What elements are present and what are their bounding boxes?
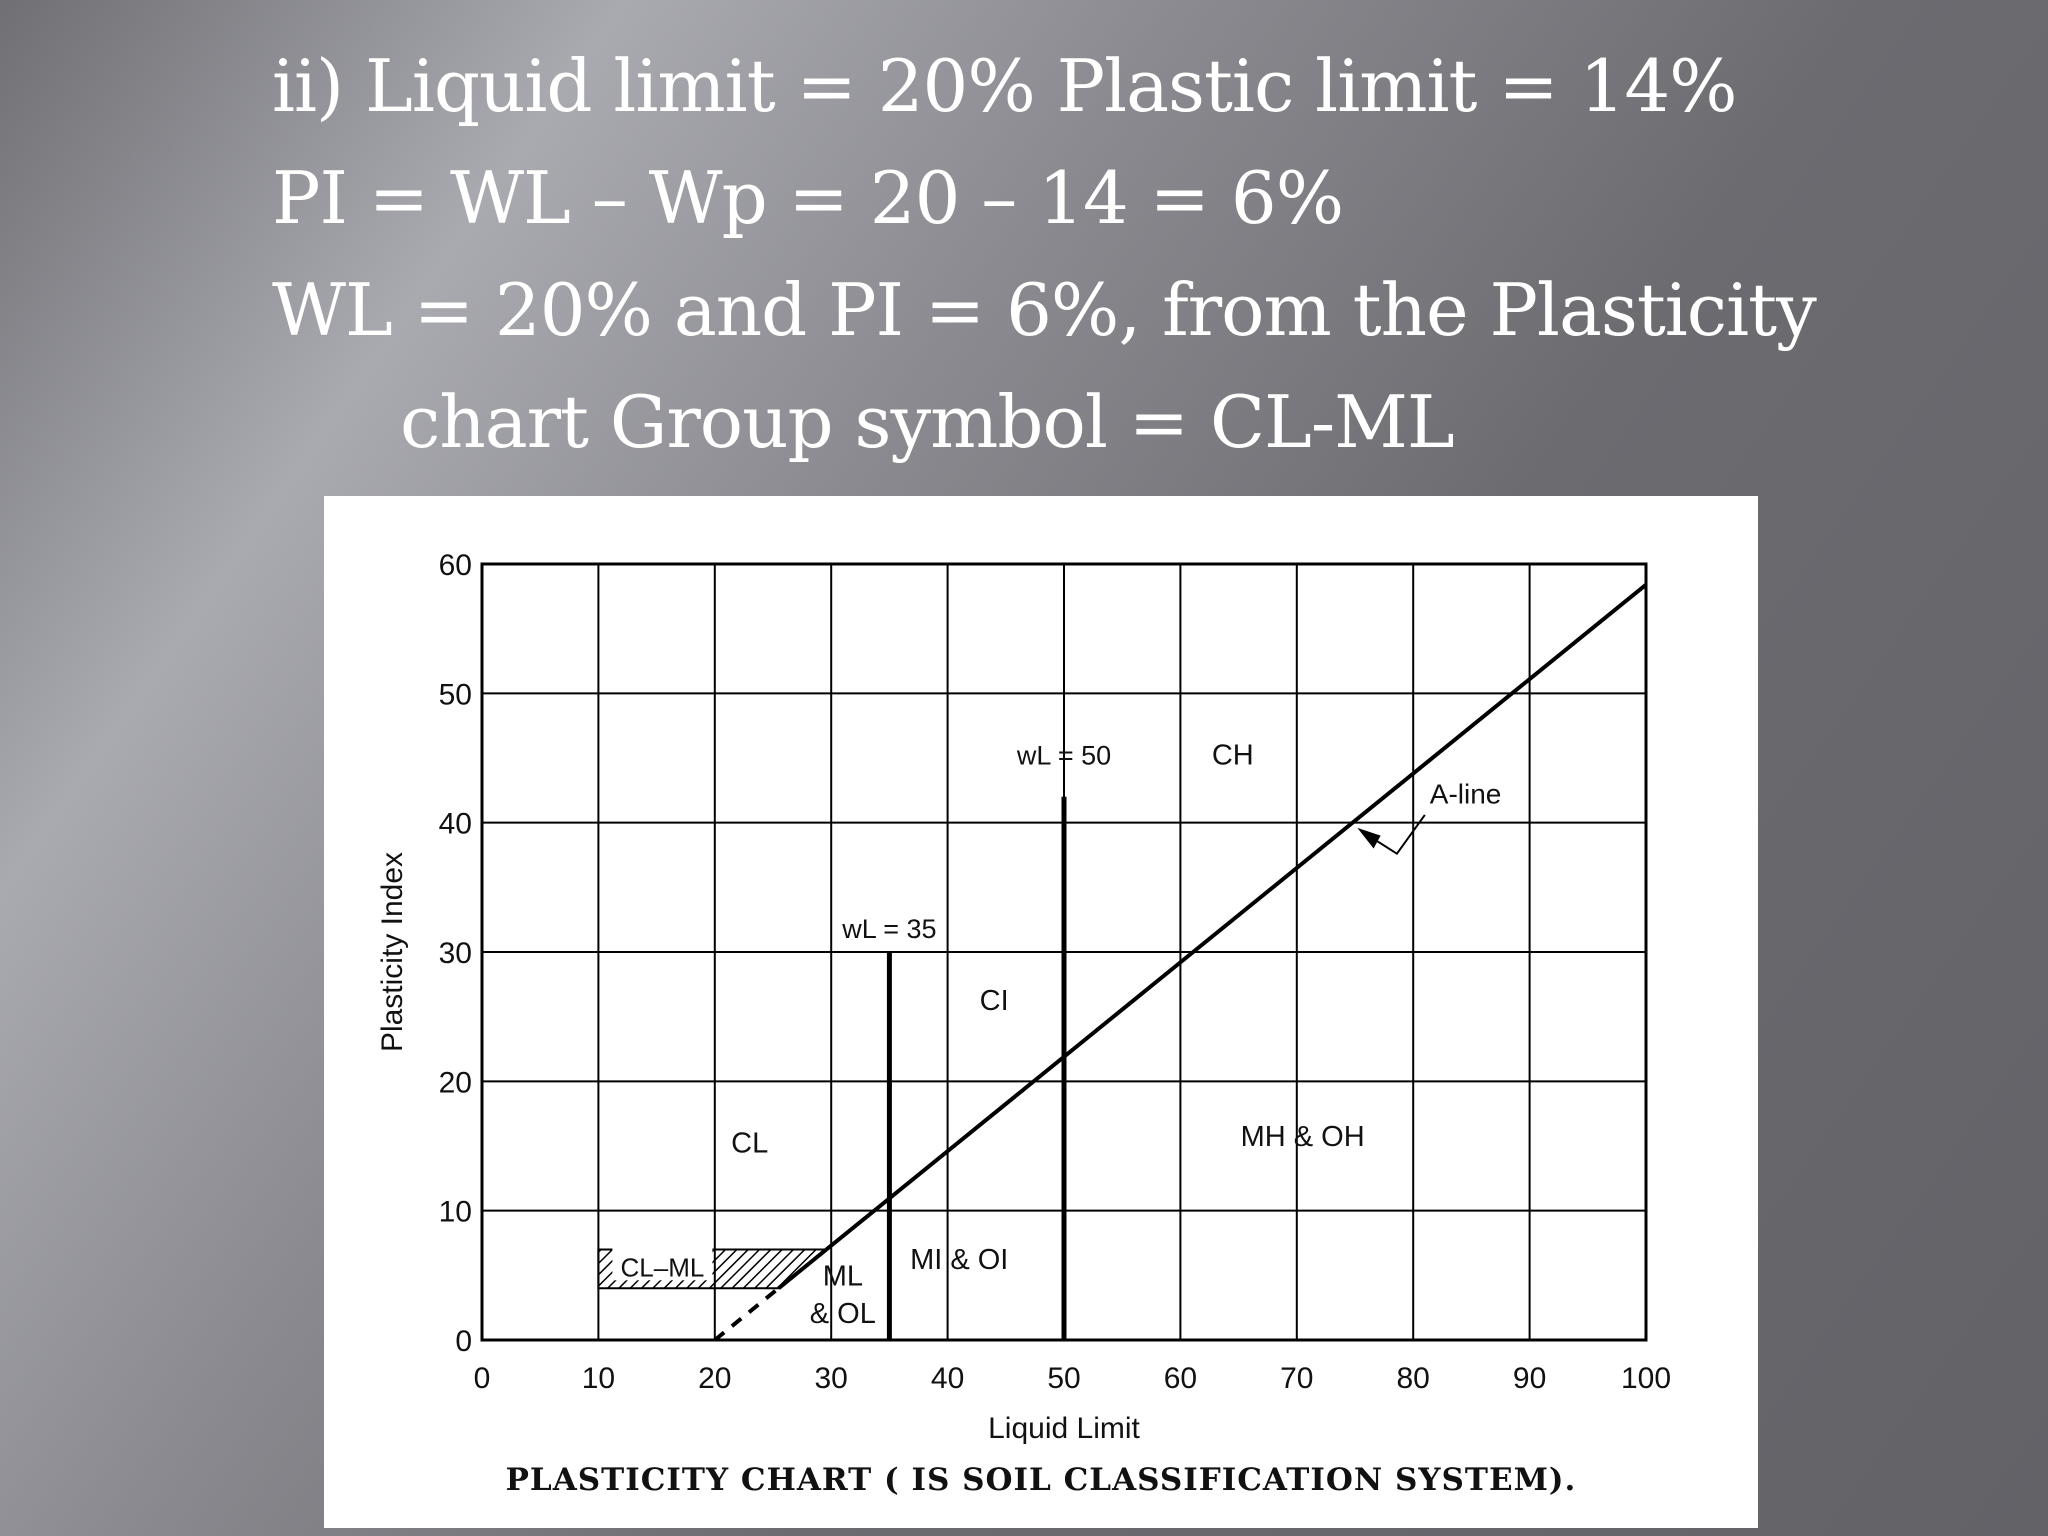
a-line-dashed-segment [713,1286,780,1342]
y-tick-label-50: 50 [439,678,472,711]
boundary-label-wl-50: wL = 50 [1016,740,1111,770]
zone-label-mh-oh: MH & OH [1241,1121,1365,1153]
y-tick-label-40: 40 [439,808,472,841]
x-tick-label-30: 30 [815,1362,848,1395]
plasticity-chart: 0 10 20 30 40 50 60 70 80 90 100 0 10 20 30 40 50 60 Liqui… [376,549,1671,1445]
y-axis-label: Plasticity Index [376,852,409,1052]
x-tick-label-20: 20 [698,1362,731,1395]
x-tick-label-10: 10 [582,1362,615,1395]
y-tick-label-0: 0 [455,1325,472,1358]
x-axis-label: Liquid Limit [988,1412,1140,1445]
group-symbol-line: chart Group symbol = CL-ML [400,380,1455,464]
cl-ml-label-background [612,1246,713,1281]
slide-text-block: ii) Liquid limit = 20% Plastic limit = 1… [272,30,1972,478]
zone-label-ci: CI [980,985,1009,1017]
x-tick-label-60: 60 [1164,1362,1197,1395]
zone-label-ol: & OL [810,1298,876,1330]
chart-title: PLASTICITY CHART ( IS SOIL CLASSIFICATIO… [505,1462,1577,1498]
y-tick-label-10: 10 [439,1196,472,1229]
x-tick-label-0: 0 [474,1362,491,1395]
zone-label-ml: ML [823,1261,863,1293]
liquid-plastic-limit-line: ii) Liquid limit = 20% Plastic limit = 1… [272,44,1738,128]
boundary-label-wl-35: wL = 35 [841,914,936,944]
x-tick-label-80: 80 [1397,1362,1430,1395]
cl-ml-zone-label: CL–ML [621,1252,705,1282]
a-line-hatch-segment [777,1247,828,1290]
plasticity-chart-panel: 0 10 20 30 40 50 60 70 80 90 100 0 10 20 30 40 50 60 Liqui… [324,496,1758,1528]
plasticity-index-formula-line: PI = WL – Wp = 20 – 14 = 6% [272,156,1344,240]
x-tick-label-100: 100 [1621,1362,1671,1395]
x-tick-label-90: 90 [1513,1362,1546,1395]
a-line-label: A-line [1430,778,1502,809]
x-tick-label-50: 50 [1047,1362,1080,1395]
zone-label-cl: CL [731,1127,768,1159]
classification-sentence-line: WL = 20% and PI = 6%, from the Plasticit… [272,268,1817,352]
y-tick-label-20: 20 [439,1066,472,1099]
zone-label-ch: CH [1212,739,1254,771]
a-line [825,583,1648,1252]
x-tick-label-40: 40 [931,1362,964,1395]
y-tick-label-30: 30 [439,937,472,970]
a-line-arrowhead [1357,827,1381,849]
zone-label-mi-oi: MI & OI [910,1244,1008,1276]
x-tick-label-70: 70 [1280,1362,1313,1395]
y-tick-label-60: 60 [439,549,472,582]
